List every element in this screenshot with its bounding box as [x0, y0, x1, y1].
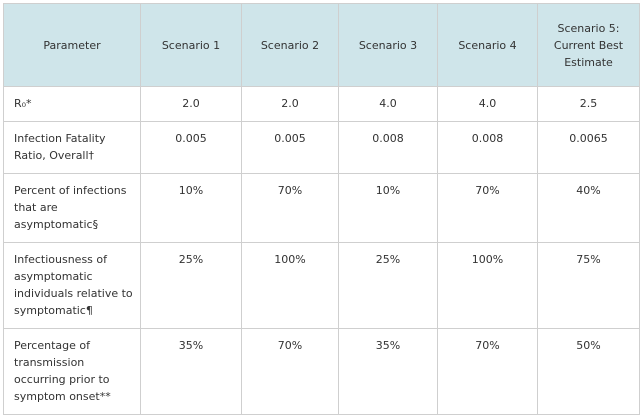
header-cell: Parameter — [3, 3, 141, 87]
value-cell: 0.005 — [241, 121, 339, 174]
parameter-cell: Percent of infections that are asymptoma… — [3, 173, 141, 243]
value-cell: 100% — [437, 242, 538, 329]
value-cell: 50% — [537, 328, 640, 415]
table-row: Infection Fatality Ratio, Overall† 0.005 0… — [3, 121, 640, 174]
header-cell: Scenario 3 — [338, 3, 438, 87]
header-cell: Scenario 1 — [140, 3, 242, 87]
value-cell: 2.0 — [140, 86, 242, 122]
header-cell: Scenario 5: Current Best Estimate — [537, 3, 640, 87]
table-row: Infectiousness of asymptomatic individua… — [3, 242, 640, 329]
parameter-cell: Infectiousness of asymptomatic individua… — [3, 242, 141, 329]
value-cell: 35% — [338, 328, 438, 415]
value-cell: 0.008 — [338, 121, 438, 174]
header-cell: Scenario 4 — [437, 3, 538, 87]
value-cell: 2.5 — [537, 86, 640, 122]
value-cell: 25% — [140, 242, 242, 329]
parameter-cell: R₀* — [3, 86, 141, 122]
value-cell: 4.0 — [437, 86, 538, 122]
table-body: R₀* 2.0 2.0 4.0 4.0 2.5 Infection Fatality Rat… — [3, 86, 640, 415]
value-cell: 0.008 — [437, 121, 538, 174]
value-cell: 4.0 — [338, 86, 438, 122]
header-cell: Scenario 2 — [241, 3, 339, 87]
table-row: Percent of infections that are asymptoma… — [3, 173, 640, 243]
value-cell: 70% — [241, 173, 339, 243]
table-row: Percentage of transmission occurring pri… — [3, 328, 640, 415]
value-cell: 0.0065 — [537, 121, 640, 174]
parameter-cell: Percentage of transmission occurring pri… — [3, 328, 141, 415]
value-cell: 35% — [140, 328, 242, 415]
value-cell: 75% — [537, 242, 640, 329]
value-cell: 40% — [537, 173, 640, 243]
value-cell: 100% — [241, 242, 339, 329]
value-cell: 10% — [338, 173, 438, 243]
value-cell: 70% — [437, 328, 538, 415]
table-row: R₀* 2.0 2.0 4.0 4.0 2.5 — [3, 86, 640, 122]
value-cell: 70% — [437, 173, 538, 243]
value-cell: 10% — [140, 173, 242, 243]
value-cell: 0.005 — [140, 121, 242, 174]
parameter-cell: Infection Fatality Ratio, Overall† — [3, 121, 141, 174]
value-cell: 25% — [338, 242, 438, 329]
value-cell: 70% — [241, 328, 339, 415]
value-cell: 2.0 — [241, 86, 339, 122]
